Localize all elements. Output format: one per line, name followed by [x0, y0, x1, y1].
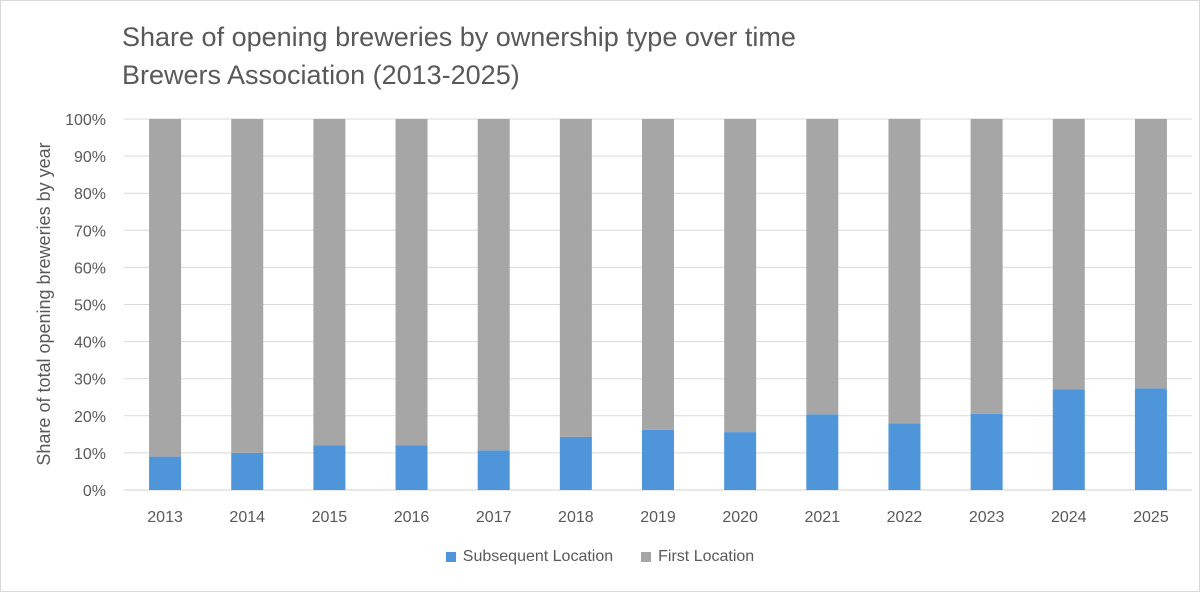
legend-swatch [641, 552, 652, 562]
x-tick-label: 2022 [887, 509, 923, 526]
x-tick-label: 2016 [394, 509, 430, 526]
bar-subsequent-location [1052, 389, 1085, 490]
bar-first-location [477, 119, 510, 451]
x-tick-label: 2013 [147, 509, 183, 526]
bar-subsequent-location [395, 445, 428, 490]
x-tick-label: 2024 [1051, 509, 1087, 526]
y-tick-label: 100% [65, 112, 106, 129]
x-tick-label: 2017 [476, 509, 512, 526]
y-tick-label: 40% [74, 335, 106, 352]
bar-subsequent-location [888, 423, 921, 490]
y-axis-label: Share of total opening breweries by year [34, 142, 54, 465]
y-tick-label: 0% [83, 483, 106, 500]
x-tick-label: 2025 [1133, 509, 1169, 526]
bar-subsequent-location [559, 436, 592, 490]
y-tick-label: 90% [74, 149, 106, 166]
bar-subsequent-location [231, 452, 264, 490]
x-axis-ticks: 2013 2014 2015 2016 2017 2018 2019 2020 2021 2022… [147, 509, 1169, 526]
bar-subsequent-location [149, 456, 182, 490]
chart-subtitle: Brewers Association (2013-2025) [122, 60, 520, 90]
bar-first-location [149, 119, 182, 457]
bar-subsequent-location [806, 414, 839, 490]
bar-first-location [806, 119, 839, 415]
bar-first-location [1134, 119, 1167, 389]
y-axis-ticks: 0% 10% 20% 30% 40% 50% 60% 70% 80% 90% 100% [65, 112, 106, 500]
bar-first-location [888, 119, 921, 424]
bar-subsequent-location [1134, 388, 1167, 490]
x-tick-label: 2021 [805, 509, 841, 526]
bar-first-location [642, 119, 674, 430]
legend-label: First Location [658, 548, 755, 565]
y-tick-label: 70% [74, 223, 106, 240]
x-tick-label: 2015 [312, 509, 348, 526]
bar-first-location [724, 119, 757, 433]
x-tick-label: 2023 [969, 509, 1005, 526]
bar-subsequent-location [724, 432, 757, 490]
bar-subsequent-location [970, 413, 1003, 490]
legend-item: First Location [641, 548, 754, 566]
y-tick-label: 80% [74, 186, 106, 203]
y-tick-label: 60% [74, 260, 106, 277]
bar-subsequent-location [642, 429, 674, 490]
bar-first-location [313, 119, 346, 446]
x-tick-label: 2014 [229, 509, 265, 526]
bar-subsequent-location [477, 450, 510, 490]
chart-title: Share of opening breweries by ownership … [122, 22, 796, 52]
legend-swatch [445, 552, 456, 562]
bar-subsequent-location [313, 445, 346, 490]
bar-first-location [970, 119, 1003, 414]
y-tick-label: 20% [74, 409, 106, 426]
bar-first-location [1052, 119, 1085, 390]
bar-first-location [559, 119, 592, 437]
y-tick-label: 50% [74, 298, 106, 315]
legend: Subsequent Location First Location [0, 548, 1200, 566]
x-tick-label: 2018 [558, 509, 594, 526]
bar-first-location [395, 119, 428, 446]
y-tick-label: 30% [74, 372, 106, 389]
bars [149, 119, 1167, 490]
y-tick-label: 10% [74, 446, 106, 463]
x-tick-label: 2019 [640, 509, 676, 526]
bar-first-location [231, 119, 264, 453]
x-tick-label: 2020 [722, 509, 758, 526]
legend-label: Subsequent Location [462, 548, 614, 565]
legend-item: Subsequent Location [445, 548, 614, 566]
